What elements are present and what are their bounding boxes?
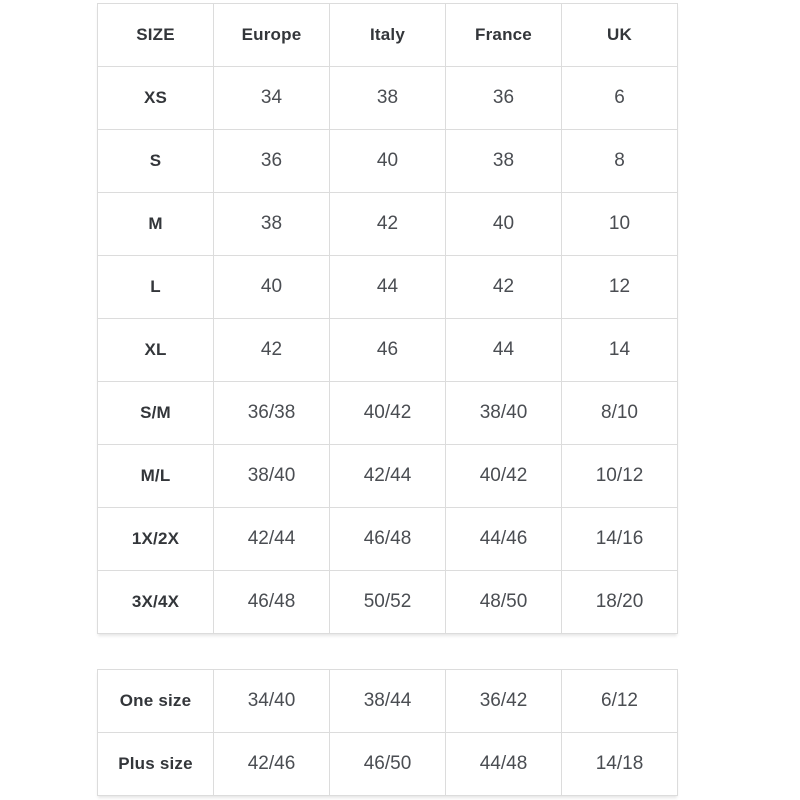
cell-uk: 14 — [561, 318, 678, 382]
size-label: S/M — [97, 381, 214, 445]
header-france: France — [445, 3, 562, 67]
size-label: S — [97, 129, 214, 193]
cell-europe: 38/40 — [213, 444, 330, 508]
cell-europe: 42 — [213, 318, 330, 382]
size-label: XS — [97, 66, 214, 130]
cell-uk: 6 — [561, 66, 678, 130]
size-label: 1X/2X — [97, 507, 214, 571]
cell-uk: 8 — [561, 129, 678, 193]
size-label: Plus size — [97, 732, 214, 796]
size-label: M — [97, 192, 214, 256]
cell-france: 40 — [445, 192, 562, 256]
cell-europe: 40 — [213, 255, 330, 319]
cell-italy: 44 — [329, 255, 446, 319]
header-europe: Europe — [213, 3, 330, 67]
cell-italy: 50/52 — [329, 570, 446, 634]
table-row-xs: XS 34 38 36 6 — [97, 66, 678, 130]
cell-europe: 42/44 — [213, 507, 330, 571]
cell-europe: 36/38 — [213, 381, 330, 445]
cell-italy: 38 — [329, 66, 446, 130]
cell-france: 44/46 — [445, 507, 562, 571]
table-row-m-l: M/L 38/40 42/44 40/42 10/12 — [97, 444, 678, 508]
cell-italy: 46 — [329, 318, 446, 382]
table-row-plus-size: Plus size 42/46 46/50 44/48 14/18 — [97, 732, 678, 796]
cell-france: 48/50 — [445, 570, 562, 634]
table-row-3x-4x: 3X/4X 46/48 50/52 48/50 18/20 — [97, 570, 678, 634]
table-row-one-size: One size 34/40 38/44 36/42 6/12 — [97, 669, 678, 733]
cell-france: 38 — [445, 129, 562, 193]
cell-europe: 34/40 — [213, 669, 330, 733]
size-label: XL — [97, 318, 214, 382]
size-label: One size — [97, 669, 214, 733]
size-label: 3X/4X — [97, 570, 214, 634]
cell-uk: 14/16 — [561, 507, 678, 571]
cell-europe: 46/48 — [213, 570, 330, 634]
cell-uk: 10 — [561, 192, 678, 256]
table-row-m: M 38 42 40 10 — [97, 192, 678, 256]
table-row-l: L 40 44 42 12 — [97, 255, 678, 319]
cell-uk: 14/18 — [561, 732, 678, 796]
cell-italy: 42 — [329, 192, 446, 256]
cell-europe: 36 — [213, 129, 330, 193]
tables-container: SIZE Europe Italy France UK XS 34 38 36 … — [97, 3, 678, 796]
table-row-s: S 36 40 38 8 — [97, 129, 678, 193]
cell-france: 36 — [445, 66, 562, 130]
cell-uk: 6/12 — [561, 669, 678, 733]
cell-italy: 40 — [329, 129, 446, 193]
cell-italy: 42/44 — [329, 444, 446, 508]
cell-italy: 38/44 — [329, 669, 446, 733]
header-italy: Italy — [329, 3, 446, 67]
header-size: SIZE — [97, 3, 214, 67]
special-sizes-table: One size 34/40 38/44 36/42 6/12 Plus siz… — [97, 669, 678, 796]
cell-europe: 34 — [213, 66, 330, 130]
cell-italy: 40/42 — [329, 381, 446, 445]
cell-france: 42 — [445, 255, 562, 319]
cell-uk: 10/12 — [561, 444, 678, 508]
cell-uk: 18/20 — [561, 570, 678, 634]
cell-italy: 46/50 — [329, 732, 446, 796]
cell-uk: 12 — [561, 255, 678, 319]
header-row: SIZE Europe Italy France UK — [97, 3, 678, 67]
cell-france: 44 — [445, 318, 562, 382]
cell-france: 36/42 — [445, 669, 562, 733]
header-uk: UK — [561, 3, 678, 67]
cell-france: 40/42 — [445, 444, 562, 508]
table-row-s-m: S/M 36/38 40/42 38/40 8/10 — [97, 381, 678, 445]
table-row-1x-2x: 1X/2X 42/44 46/48 44/46 14/16 — [97, 507, 678, 571]
cell-europe: 38 — [213, 192, 330, 256]
cell-france: 44/48 — [445, 732, 562, 796]
size-conversion-table: SIZE Europe Italy France UK XS 34 38 36 … — [97, 3, 678, 634]
cell-italy: 46/48 — [329, 507, 446, 571]
cell-europe: 42/46 — [213, 732, 330, 796]
cell-uk: 8/10 — [561, 381, 678, 445]
cell-france: 38/40 — [445, 381, 562, 445]
table-row-xl: XL 42 46 44 14 — [97, 318, 678, 382]
size-label: M/L — [97, 444, 214, 508]
size-label: L — [97, 255, 214, 319]
